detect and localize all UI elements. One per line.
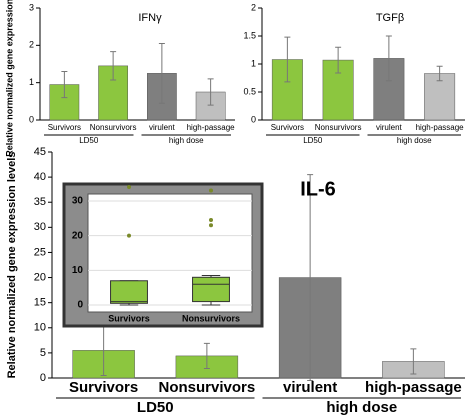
group-label: LD50 [137, 399, 174, 416]
outlier [127, 233, 131, 238]
chart-title: TGFβ [376, 12, 404, 24]
y-tick-label: 40 [34, 171, 46, 183]
x-tick-label: high-passage [365, 379, 462, 396]
y-tick-label: 0 [77, 300, 83, 311]
group-label: high dose [397, 136, 432, 145]
x-tick-label: high-passage [416, 123, 465, 132]
box [110, 280, 148, 304]
y-tick-label: 2 [29, 40, 34, 50]
x-tick-label: Nonsurvivors [90, 123, 137, 132]
error-bar [307, 174, 314, 382]
y-tick-label: 15 [34, 297, 46, 309]
outlier [127, 185, 131, 190]
y-tick-label: 2 [251, 2, 256, 12]
error-bar [61, 70, 68, 99]
y-tick-label: 25 [34, 246, 46, 258]
x-tick-label: Survivors [108, 313, 150, 323]
error-bar [335, 46, 342, 74]
group-label: LD50 [303, 136, 323, 145]
y-axis-label: Relative normalized gene expression leve… [4, 0, 14, 157]
group-label: high dose [326, 399, 397, 416]
outlier [209, 218, 213, 223]
y-tick-label: 0 [251, 114, 256, 124]
y-tick-label: 35 [34, 196, 46, 208]
y-tick-label: 45 [34, 146, 46, 158]
error-bar [436, 65, 443, 82]
y-tick-label: 20 [34, 271, 46, 283]
y-tick-label: 1.5 [243, 30, 256, 40]
y-tick-label: 5 [40, 347, 46, 359]
x-tick-label: Survivors [271, 123, 304, 132]
y-tick-label: 0.5 [243, 86, 256, 96]
outlier [209, 188, 213, 193]
error-bar [410, 348, 417, 375]
y-tick-label: 30 [72, 196, 84, 207]
error-bar [385, 35, 392, 82]
y-tick-label: 10 [34, 322, 46, 334]
y-tick-label: 3 [29, 2, 34, 12]
error-bar [207, 78, 214, 106]
group-label: high dose [169, 136, 204, 145]
x-tick-label: Survivors [69, 379, 138, 396]
box [192, 276, 230, 303]
chart-title: IFNγ [138, 12, 162, 24]
outlier [209, 223, 213, 228]
chart-title: IL-6 [300, 178, 336, 200]
x-tick-label: Nonsurvivors [315, 123, 362, 132]
error-bar [110, 51, 117, 81]
y-tick-label: 30 [34, 221, 46, 233]
x-tick-label: virulent [149, 123, 176, 132]
y-axis-label: Relative normalized gene expression leve… [6, 152, 18, 379]
y-tick-label: 0 [29, 114, 34, 124]
x-tick-label: virulent [376, 123, 403, 132]
x-tick-label: high-passage [187, 123, 236, 132]
y-tick-label: 20 [72, 230, 84, 241]
group-label: LD50 [79, 136, 99, 145]
error-bar [158, 42, 165, 104]
y-tick-label: 0 [40, 372, 46, 384]
error-bar [284, 36, 291, 83]
y-tick-label: 10 [72, 265, 84, 276]
x-tick-label: virulent [283, 379, 337, 396]
x-tick-label: Nonsurvivors [182, 313, 240, 323]
error-bar [203, 342, 210, 369]
x-tick-label: Survivors [48, 123, 81, 132]
y-tick-label: 1 [251, 58, 256, 68]
x-tick-label: Nonsurvivors [159, 379, 256, 396]
y-tick-label: 1 [29, 77, 34, 87]
